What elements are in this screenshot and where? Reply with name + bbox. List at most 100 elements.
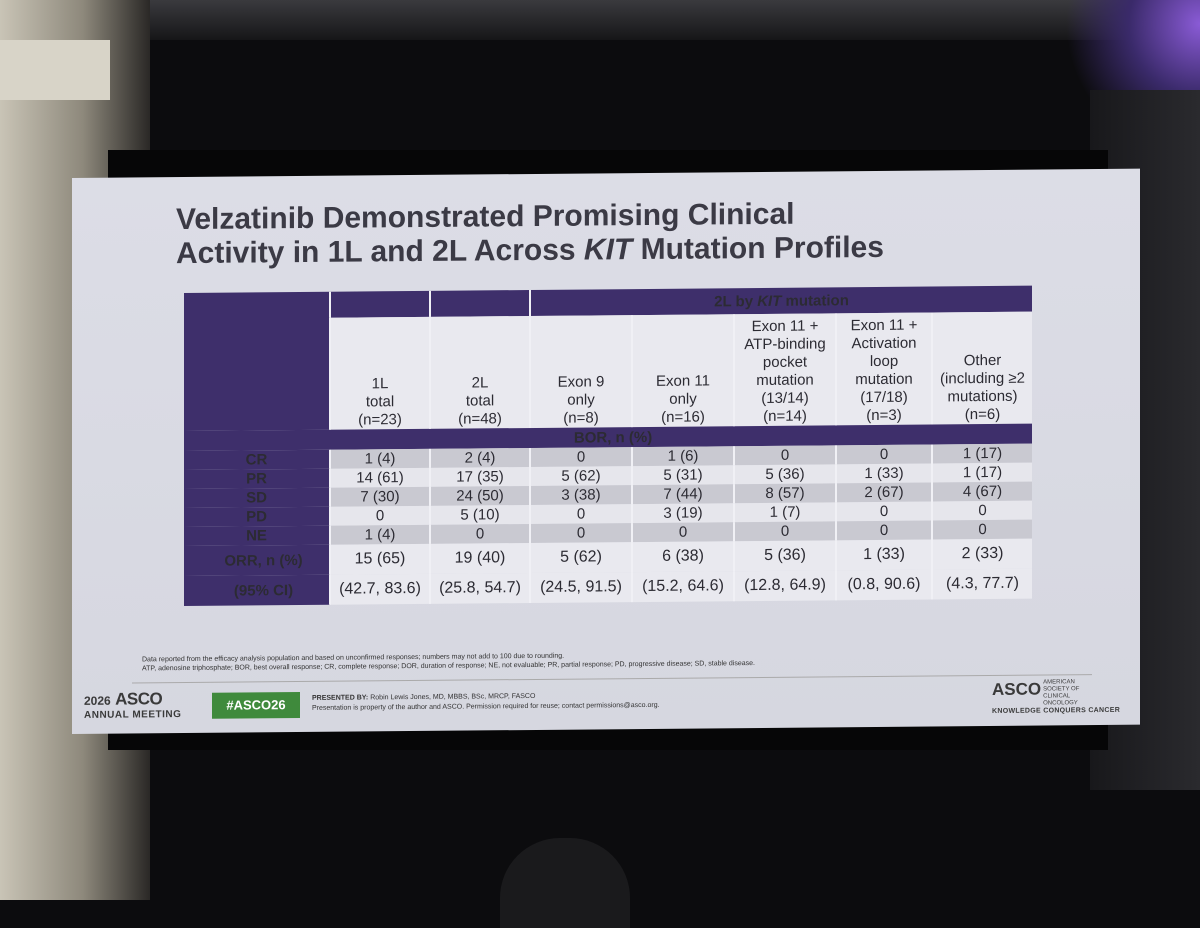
col-5-line-0c: pocket [762,353,808,371]
asco-society-logo: ASCO AMERICAN SOCIETY OF CLINICAL ONCOLOG… [992,679,1132,720]
table-cell: (42.7, 83.6) [330,573,430,605]
col-6-line-3: (17/18) [860,388,908,407]
col-7-line-4: (n=6) [964,405,1001,424]
col-6-line-0c: Activation [851,334,917,353]
title-line-2: Activity in 1L and 2L Across KIT Mutatio… [176,230,1036,272]
title-line-2-post: Mutation Profiles [632,230,884,267]
footnote: Data reported from the efficacy analysis… [142,649,902,674]
col-5-line-0a: Exon 11 + [751,317,819,336]
table-cell: 5 (31) [632,465,734,486]
table-cell: (15.2, 64.6) [632,571,734,603]
hashtag-badge: #ASCO26 [212,692,300,719]
col-5-line-1: mutation [756,371,814,390]
table-cell: 1 (6) [632,446,734,467]
table-cell: 24 (50) [430,486,530,506]
col-1-line-3: (n=23) [358,411,402,429]
table-cell: (24.5, 91.5) [530,572,632,604]
header-spacer-1l [330,290,430,318]
col-header-other: Other (including ≥2 mutations) (n=6) [932,311,1033,425]
logo-annual-meeting: ANNUAL MEETING [84,709,182,721]
table-cell: 1 (7) [734,502,836,523]
col-2-line-3: (n=48) [458,410,502,428]
title-line-2-pre: Activity in 1L and 2L Across [176,233,584,271]
col-2-line-2: total [465,392,495,410]
table-cell: 15 (65) [330,543,430,575]
row-label-cr: CR [184,449,330,471]
table-row-ci: (95% CI) (42.7, 83.6) (25.8, 54.7) (24.5… [184,568,1033,607]
table-cell: 0 [836,444,932,465]
table-cell: (12.8, 64.9) [734,570,836,602]
row-label-ne: NE [184,525,330,547]
slide: Velzatinib Demonstrated Promising Clinic… [72,168,1140,735]
table-cell: 0 [530,523,632,544]
table-cell: 3 (38) [530,485,632,506]
asco-annual-meeting-logo: 2026 ASCO ANNUAL MEETING [84,689,199,726]
row-label-pr: PR [184,468,330,490]
table-cell: 0 [734,445,836,466]
row-label-sd: SD [184,487,330,509]
table-cell: 1 (17) [932,443,1033,464]
table-cell: 0 [836,501,932,522]
table-corner-cell [184,291,330,432]
table-cell: 14 (61) [330,467,430,488]
table-cell: 4 (67) [932,481,1033,502]
col-4-line-1: Exon 11 [656,372,710,390]
col-header-exon11-activation: Exon 11 + Activation loop mutation (17/18) (n… [836,312,932,426]
audience-head-silhouette [500,838,630,928]
col-header-2l-total: 2L total (n=48) [430,316,530,429]
col-6-line-2: mutation [855,370,913,389]
col-header-exon9: Exon 9 only (n=8) [530,315,632,429]
col-2-line-1: 2L [471,374,489,392]
table-cell: 17 (35) [430,467,530,487]
table-cell: 1 (33) [836,539,932,571]
table-cell: 0 [530,447,632,468]
table-cell: 19 (40) [430,543,530,574]
table-cell: 5 (62) [530,542,632,574]
table-cell: 0 [734,521,836,542]
room-ceiling [0,0,1200,40]
table-cell: 0 [430,524,530,544]
response-table: 2L by KIT mutation 1L total (n=23) 2L total… [184,285,1033,607]
col-7-line-3: mutations) [947,387,1018,406]
table-cell: 0 [932,519,1033,540]
col-3-line-2: only [567,391,595,409]
title-line-2-italic: KIT [583,233,633,267]
table-cell: 7 (30) [330,486,430,507]
col-1-line-2: total [365,393,395,411]
row-label-orr: ORR, n (%) [184,544,330,577]
slide-title: Velzatinib Demonstrated Promising Clinic… [176,196,1036,272]
table-cell: 0 [632,522,734,543]
col-7-line-1: Other [963,351,1002,370]
row-label-ci: (95% CI) [184,574,330,607]
table-cell: 0 [530,504,632,525]
presenter-name: Robin Lewis Jones, MD, MBBS, BSc, MRCP, … [370,692,536,702]
col-1-line-1: 1L [371,375,389,393]
table-cell: 2 (33) [932,538,1033,570]
header-spacer-2l [430,290,530,317]
table-cell: 0 [836,520,932,541]
col-5-line-0b: ATP-binding [744,335,826,354]
col-5-line-3: (n=14) [763,407,807,425]
presenter-info: PRESENTED BY: Robin Lewis Jones, MD, MBB… [312,690,812,714]
table-cell: 8 (57) [734,483,836,504]
col-5-line-2: (13/14) [761,389,809,407]
table-cell: 0 [932,500,1033,521]
col-header-1l-total: 1L total (n=23) [330,316,430,430]
col-7-line-2: (including ≥2 [940,369,1025,388]
table-cell: 0 [330,505,430,526]
table-cell: 5 (10) [430,505,530,525]
col-4-line-2: only [669,390,697,408]
room-left-panel [0,40,110,100]
table-cell: 5 (36) [734,540,836,572]
col-4-line-3: (n=16) [661,408,705,426]
group-header-pre: 2L by [714,292,758,310]
col-header-exon11-atp: Exon 11 + ATP-binding pocket mutation (13/14… [734,313,836,427]
table-cell: 5 (62) [530,466,632,487]
asco-society-name: AMERICAN SOCIETY OF CLINICAL ONCOLOGY [1043,679,1080,707]
footer-divider [132,674,1092,684]
col-6-line-1: loop [869,352,899,371]
table-cell: 2 (67) [836,482,932,503]
table-cell: (0.8, 90.6) [836,569,932,601]
col-6-line-4: (n=3) [866,406,902,425]
presented-by-label: PRESENTED BY: [312,694,369,702]
